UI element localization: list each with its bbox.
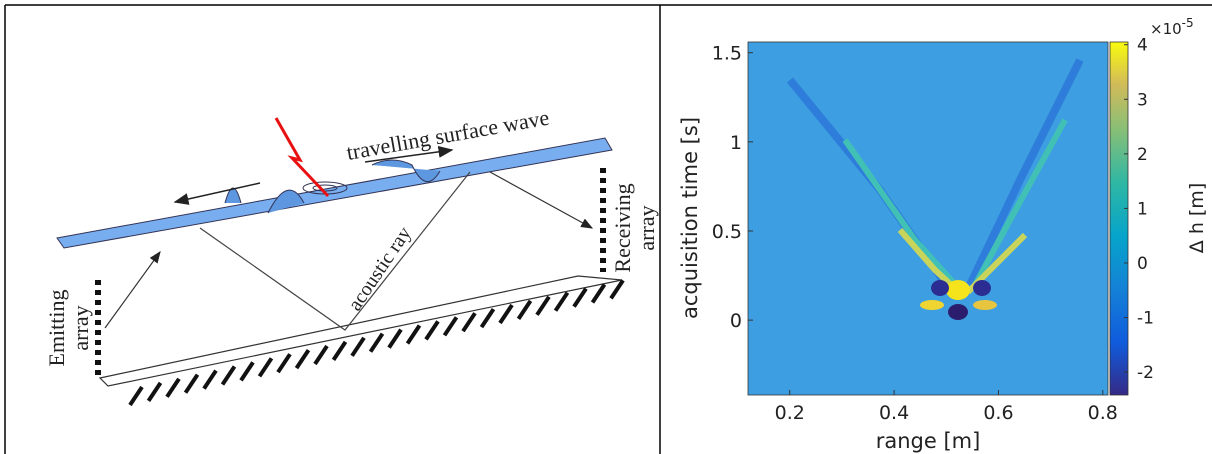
x-tick-label: 0.2 xyxy=(775,402,805,424)
hatch-line xyxy=(479,307,496,329)
hatch-line xyxy=(350,336,366,357)
y-tick-label: 1 xyxy=(730,132,742,154)
hatch-line xyxy=(405,324,422,345)
x-tick-label: 0.6 xyxy=(983,402,1013,424)
hatch-line xyxy=(609,279,625,300)
y-tick-label: 0 xyxy=(730,310,742,332)
hatch-line xyxy=(516,299,533,321)
hatch-line xyxy=(239,361,255,382)
hatch-line xyxy=(313,344,329,366)
hatch-line xyxy=(424,320,440,341)
hatch-line xyxy=(368,332,385,353)
colorbar-tick-label: 2 xyxy=(1137,145,1148,165)
exponent: -5 xyxy=(1182,16,1194,30)
hatch-line xyxy=(461,312,477,333)
hatch-line xyxy=(553,291,570,312)
y-tick-label: 0.5 xyxy=(712,221,742,243)
hatch-line xyxy=(331,340,348,362)
diagram: travelling surface wave acoustic ray Emi… xyxy=(44,105,659,407)
hatch-line xyxy=(183,373,200,394)
hatch-line xyxy=(128,385,144,407)
colorbar-tick-label: 1 xyxy=(1137,199,1148,219)
hatch-line xyxy=(220,365,237,386)
hatch-line xyxy=(387,328,403,349)
x-axis-label: range [m] xyxy=(876,429,981,453)
label: array xyxy=(68,305,93,350)
label: Receiving xyxy=(610,183,635,272)
colorbar-tick-label: 4 xyxy=(1137,36,1148,56)
colorbar xyxy=(1109,41,1129,396)
x-tick-label: 0.4 xyxy=(879,402,909,424)
frame xyxy=(4,4,1212,454)
colorbar-tick-label: -1 xyxy=(1137,309,1154,329)
multiplier: ×10 xyxy=(1150,20,1182,38)
x-tick-label: 0.8 xyxy=(1088,402,1118,424)
hatch-line xyxy=(202,369,218,390)
plot-border xyxy=(747,41,1109,396)
hatch-line xyxy=(146,381,163,403)
hatch-line xyxy=(442,316,459,337)
y-axis-label: acquisition time [s] xyxy=(678,117,702,319)
colorbar-tick-label: 3 xyxy=(1137,90,1148,110)
hatch-line xyxy=(276,353,292,374)
colorbar-label: Δ h [m] xyxy=(1186,183,1208,253)
hatch-line xyxy=(498,303,514,325)
hatch-line xyxy=(535,295,551,316)
colorbar-multiplier: ×10-5 xyxy=(1150,16,1194,38)
colorbar-tick-label: 0 xyxy=(1137,254,1148,274)
hatch-line xyxy=(590,283,607,304)
colorbar-tick-label: -2 xyxy=(1137,363,1154,383)
label: array xyxy=(634,205,659,250)
label: Emitting xyxy=(44,290,69,367)
hatch-line xyxy=(257,357,274,378)
hatch-line xyxy=(165,377,181,398)
y-tick-label: 1.5 xyxy=(712,43,742,65)
heatmap xyxy=(748,42,1108,395)
label: acoustic ray xyxy=(344,223,416,315)
hatch-line xyxy=(294,348,311,370)
hatch-line xyxy=(572,287,588,308)
